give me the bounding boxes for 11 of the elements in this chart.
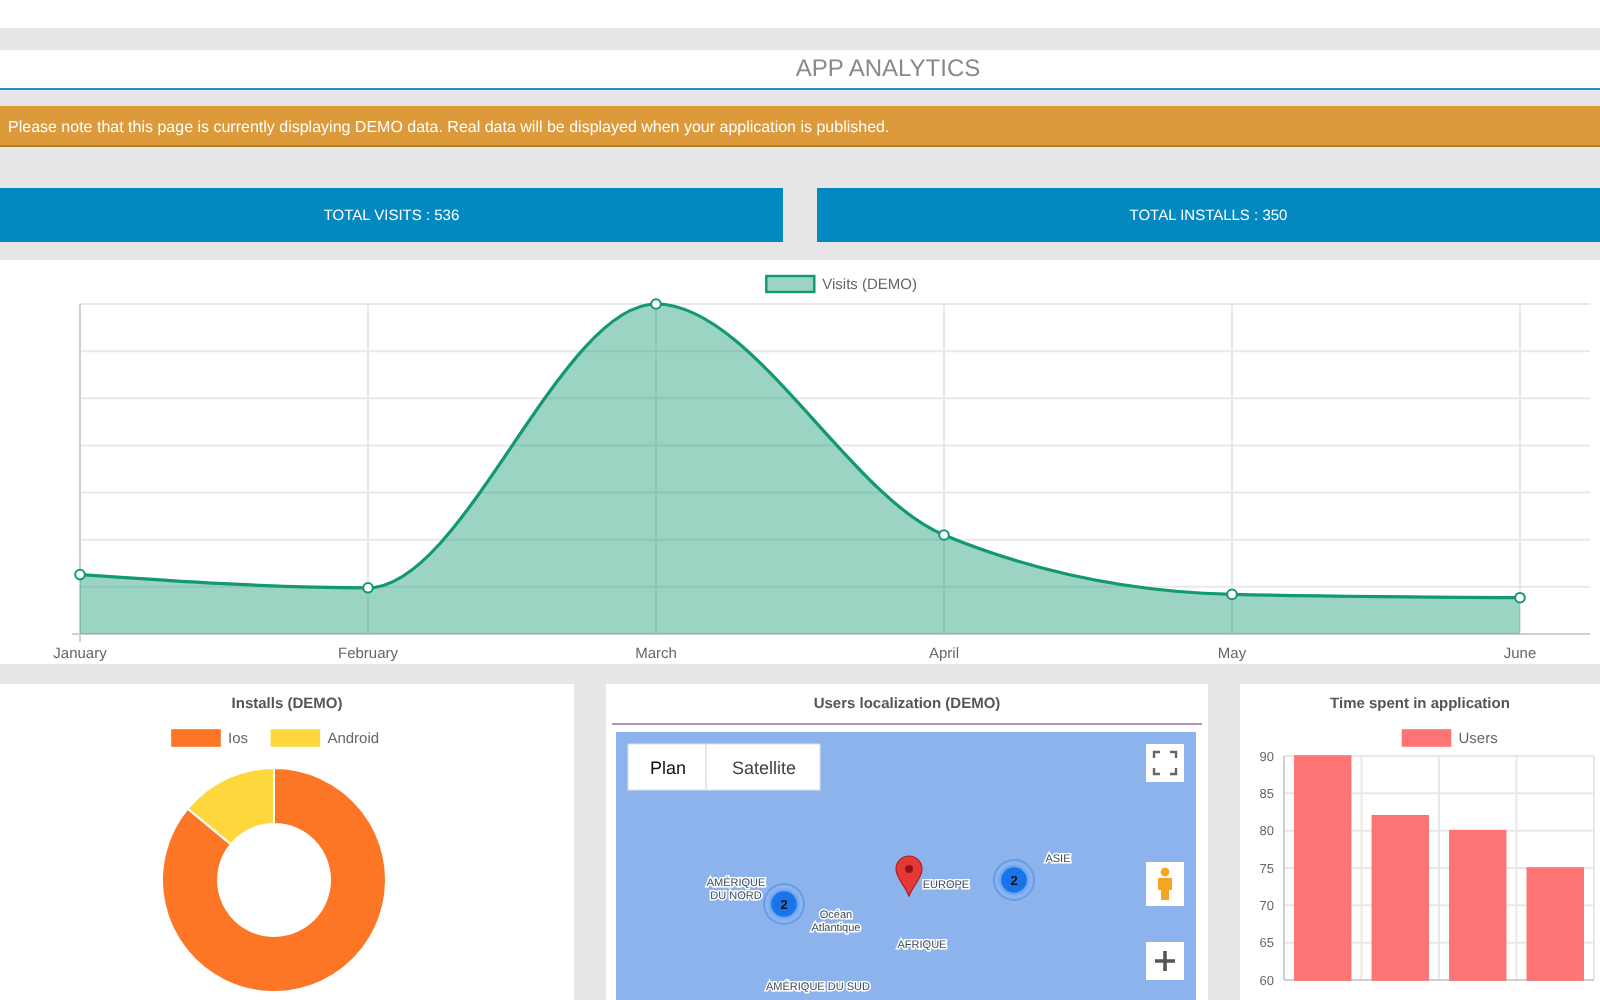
text: Please note that this page is currently displaying DEMO data. Real data will be displayed when your application is published.: [8, 118, 890, 136]
text: APP ANALYTICS: [795, 54, 981, 82]
point: [362, 582, 374, 594]
point: [938, 529, 950, 541]
point: [650, 298, 662, 310]
point: [1514, 591, 1526, 604]
point: [1226, 588, 1238, 601]
donut-slice: [161, 767, 387, 993]
text: Plan: [649, 758, 687, 778]
text: Satellite: [731, 758, 797, 778]
point: [74, 568, 86, 581]
